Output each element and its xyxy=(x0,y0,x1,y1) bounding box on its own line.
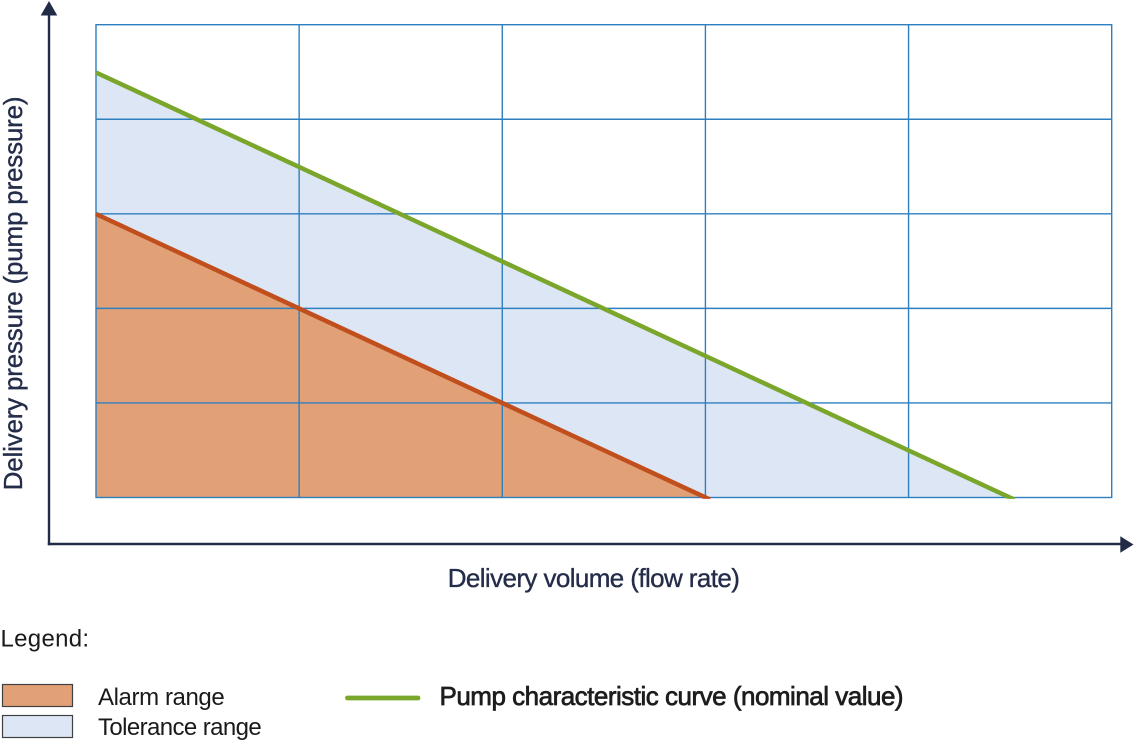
svg-text:Tolerance range: Tolerance range xyxy=(98,714,261,741)
svg-text:Delivery volume (flow rate): Delivery volume (flow rate) xyxy=(448,563,740,593)
svg-text:Legend:: Legend: xyxy=(1,626,90,653)
svg-text:Alarm range: Alarm range xyxy=(98,684,224,711)
svg-text:Pump characteristic curve (nom: Pump characteristic curve (nominal value… xyxy=(440,681,904,711)
svg-text:Delivery pressure (pump pressu: Delivery pressure (pump pressure) xyxy=(0,97,28,491)
